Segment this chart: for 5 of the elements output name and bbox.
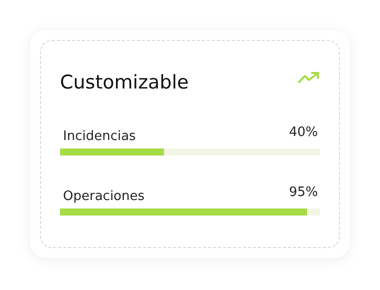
data-label: 40%	[289, 125, 318, 140]
chart-title: Customizable	[60, 72, 189, 94]
y-tick-label: Operaciones	[63, 189, 145, 204]
data-label: 95%	[289, 185, 318, 200]
y-tick-label: Incidencias	[63, 129, 136, 144]
